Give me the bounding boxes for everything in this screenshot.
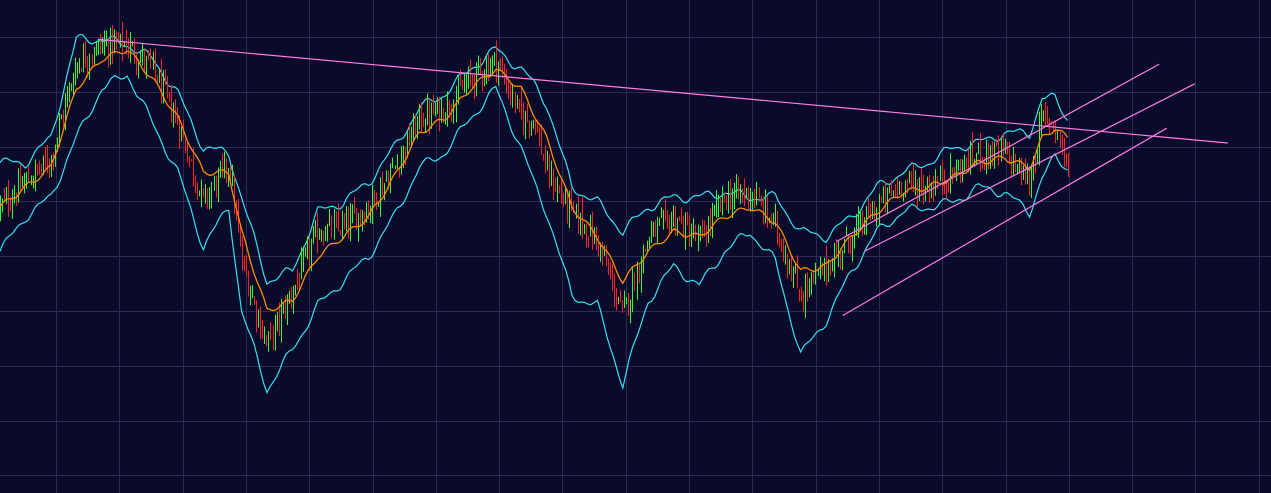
trendline-layer bbox=[97, 38, 1228, 317]
moving-average-layer bbox=[0, 50, 1069, 312]
moving-average-line bbox=[0, 50, 1069, 312]
channel-middle-line bbox=[864, 83, 1195, 252]
bollinger-lower-band bbox=[0, 75, 1068, 395]
channel-lower-line bbox=[842, 127, 1168, 317]
channel-upper-line bbox=[836, 63, 1160, 243]
trendline-resistance-line bbox=[97, 38, 1228, 144]
